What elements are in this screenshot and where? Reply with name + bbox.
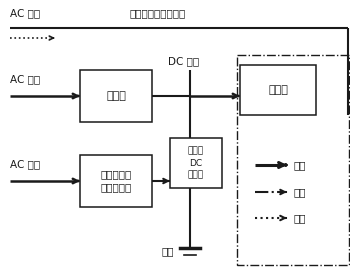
Text: AC 输入: AC 输入 — [10, 74, 40, 84]
Bar — [240, 65, 316, 115]
Text: 电池到
DC
转换器: 电池到 DC 转换器 — [188, 147, 204, 179]
Text: 储能: 储能 — [293, 187, 306, 197]
Text: AC 输入: AC 输入 — [10, 159, 40, 169]
Text: 旁路: 旁路 — [293, 213, 306, 223]
Text: 旁路（常用或备用）: 旁路（常用或备用） — [130, 8, 186, 18]
Text: 电池充电器
（可选件）: 电池充电器 （可选件） — [100, 169, 132, 192]
Bar — [80, 70, 152, 122]
Text: AC 输入: AC 输入 — [10, 8, 40, 18]
Text: 整流器: 整流器 — [106, 91, 126, 101]
Text: 电池: 电池 — [162, 246, 175, 256]
Text: DC 链路: DC 链路 — [168, 56, 199, 66]
Bar — [80, 155, 152, 207]
Bar — [237, 55, 349, 265]
Text: 正常: 正常 — [293, 160, 306, 170]
Text: 逆变器: 逆变器 — [268, 85, 288, 95]
Bar — [170, 138, 222, 188]
